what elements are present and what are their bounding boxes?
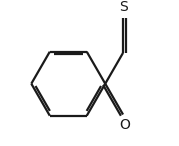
- Text: O: O: [120, 118, 130, 132]
- Text: S: S: [119, 0, 127, 14]
